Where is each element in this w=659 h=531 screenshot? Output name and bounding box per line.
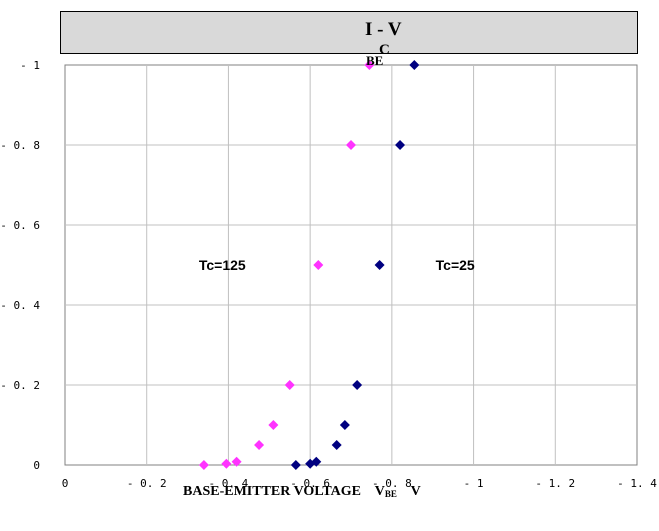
x-axis-label-unit: V bbox=[410, 484, 421, 499]
x-tick-label: - 0. 6 bbox=[290, 477, 330, 490]
data-point bbox=[374, 260, 385, 270]
y-tick-label: - 0. 8 bbox=[0, 139, 40, 152]
data-point bbox=[231, 456, 242, 467]
y-tick-label: - 1 bbox=[20, 59, 40, 72]
data-point bbox=[364, 60, 375, 70]
data-point bbox=[409, 60, 420, 70]
axes: 0 - 0. 2 - 0. 4 - 0. 6 - 0. 8 - 1 - 1. 2 - 1. 4… bbox=[0, 59, 657, 490]
x-tick-label: - 1. 4 bbox=[617, 477, 657, 490]
plot-area bbox=[64, 64, 638, 466]
data-point bbox=[313, 260, 324, 270]
x-axis-label-subscript: BE bbox=[384, 489, 397, 499]
annotations: Tc=125 Tc=25 bbox=[199, 257, 475, 273]
x-tick-label: - 1. 2 bbox=[535, 477, 575, 490]
x-tick-label: 0 bbox=[62, 477, 69, 490]
data-point bbox=[198, 460, 209, 470]
y-tick-label: 0 bbox=[33, 459, 40, 472]
data-point bbox=[221, 458, 232, 469]
data-point bbox=[331, 440, 342, 450]
y-tick-label: - 0. 4 bbox=[0, 299, 40, 312]
chart-title-subscript-2: BE bbox=[366, 53, 384, 68]
x-tick-label: - 0. 2 bbox=[127, 477, 167, 490]
series-annotation: Tc=125 bbox=[199, 257, 246, 273]
data-point bbox=[290, 460, 301, 470]
data-points bbox=[198, 60, 420, 470]
data-point bbox=[284, 380, 295, 390]
x-axis-label: BASE-EMITTER VOLTAGE VBE V bbox=[183, 484, 421, 500]
x-tick-label: - 0. 8 bbox=[372, 477, 412, 490]
data-point bbox=[352, 380, 363, 390]
data-point bbox=[339, 420, 350, 430]
x-axis-label-text: BASE-EMITTER VOLTAGE V bbox=[183, 484, 385, 499]
x-tick-label: - 0. 4 bbox=[209, 477, 249, 490]
data-point bbox=[395, 140, 406, 150]
chart-title: I - V bbox=[365, 19, 402, 40]
data-point bbox=[254, 440, 265, 450]
y-tick-label: - 0. 6 bbox=[0, 219, 40, 232]
chart-title-subscript: C bbox=[379, 42, 390, 58]
x-axis-label-gap bbox=[397, 484, 411, 499]
y-tick-label: - 0. 2 bbox=[0, 379, 40, 392]
data-point bbox=[311, 456, 322, 467]
gridlines bbox=[65, 65, 637, 465]
data-point bbox=[268, 420, 279, 430]
x-tick-label: - 1 bbox=[464, 477, 484, 490]
chart-title-box: I - V C bbox=[60, 11, 638, 58]
series-annotation: Tc=25 bbox=[436, 257, 475, 273]
data-point bbox=[346, 140, 356, 150]
